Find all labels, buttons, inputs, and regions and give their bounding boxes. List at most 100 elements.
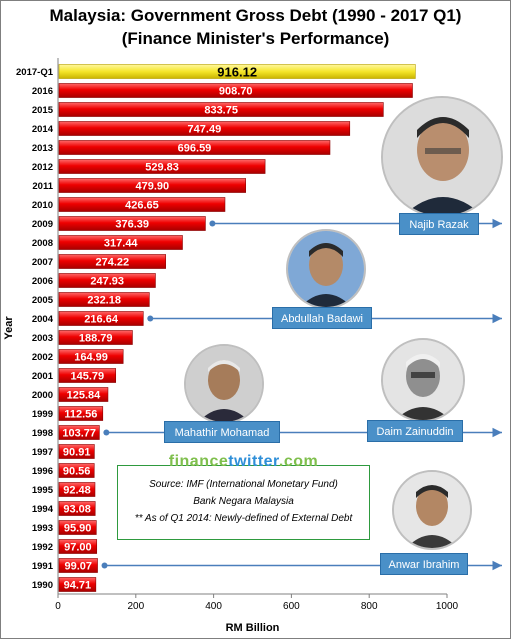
data-label: 97.00 <box>64 542 92 554</box>
label-anwar: Anwar Ibrahim <box>380 553 468 575</box>
data-label: 93.08 <box>63 504 91 516</box>
bar <box>58 482 96 497</box>
x-tick-label: 1000 <box>436 601 459 612</box>
source-line-2: Bank Negara Malaysia <box>193 496 294 507</box>
data-label: 747.49 <box>188 124 222 136</box>
y-tick-label: 2017-Q1 <box>16 67 54 78</box>
x-axis-label: RM Billion <box>226 622 280 634</box>
chart-title: Malaysia: Government Gross Debt (1990 - … <box>49 6 462 25</box>
bar <box>58 140 331 155</box>
najib-portrait-icon <box>381 96 503 218</box>
data-label: 164.99 <box>74 352 108 364</box>
y-tick-label: 1991 <box>32 561 54 572</box>
data-label: 188.79 <box>79 333 113 345</box>
label-daim: Daim Zainuddin <box>367 420 463 442</box>
bar <box>58 254 166 269</box>
source-line-3: ** As of Q1 2014: Newly-defined of Exter… <box>134 513 353 524</box>
data-label: 232.18 <box>87 295 121 307</box>
bar <box>58 501 96 516</box>
bar <box>58 387 109 402</box>
y-tick-label: 1997 <box>32 447 53 458</box>
data-label: 95.90 <box>64 523 92 535</box>
y-tick-label: 2010 <box>32 200 53 211</box>
y-tick-label: 2011 <box>32 181 53 192</box>
data-label: 145.79 <box>71 371 105 383</box>
x-tick-label: 600 <box>283 601 300 612</box>
label-najib: Najib Razak <box>399 213 479 235</box>
source-note: financetwitter.com Source: IMF (Internat… <box>117 453 370 540</box>
data-label: 103.77 <box>62 428 96 440</box>
y-tick-label: 2008 <box>32 238 53 249</box>
data-label: 317.44 <box>104 238 139 250</box>
data-label: 90.91 <box>63 447 91 459</box>
data-label: 125.84 <box>67 390 102 402</box>
x-tick-label: 0 <box>55 601 61 612</box>
bar <box>58 216 206 231</box>
y-tick-label: 1990 <box>32 580 53 591</box>
y-tick-label: 1994 <box>32 504 54 515</box>
data-label: 247.93 <box>90 276 124 288</box>
y-tick-label: 2014 <box>32 124 54 135</box>
bar <box>58 349 124 364</box>
bar <box>58 102 384 117</box>
data-label: 908.70 <box>219 86 253 98</box>
source-line-1: Source: IMF (International Monetary Fund… <box>149 479 338 490</box>
y-tick-label: 2001 <box>32 371 54 382</box>
y-tick-label: 2002 <box>32 352 53 363</box>
bar <box>58 121 351 136</box>
data-label: 90.56 <box>63 466 91 478</box>
data-label: 833.75 <box>204 105 238 117</box>
y-tick-label: 2009 <box>32 219 53 230</box>
data-label: 426.65 <box>125 200 159 212</box>
bar <box>58 368 117 383</box>
bar <box>58 520 97 535</box>
abdullah-portrait-icon <box>286 229 366 309</box>
data-label: 696.59 <box>178 143 212 155</box>
bar <box>58 463 95 478</box>
bar <box>58 539 98 554</box>
data-label: 112.56 <box>64 409 97 421</box>
brand-logo: financetwitter.com <box>168 453 319 470</box>
bar <box>58 311 144 326</box>
y-tick-label: 2003 <box>32 333 53 344</box>
bar <box>58 273 156 288</box>
anwar-portrait-icon <box>392 470 472 550</box>
bar <box>58 444 95 459</box>
bar <box>58 235 183 250</box>
bar <box>58 425 100 440</box>
bar <box>58 558 98 573</box>
data-label: 274.22 <box>96 257 130 269</box>
y-tick-label: 2016 <box>32 86 53 97</box>
y-axis-label: Year <box>3 316 15 340</box>
data-label: 479.90 <box>136 181 170 193</box>
bar <box>58 406 104 421</box>
data-label: 216.64 <box>84 314 119 326</box>
bar <box>58 330 133 345</box>
data-label: 94.71 <box>64 580 92 592</box>
bar <box>58 83 413 98</box>
bar <box>58 292 150 307</box>
bar <box>58 159 266 174</box>
data-label: 99.07 <box>65 561 93 573</box>
y-tick-label: 2000 <box>32 390 53 401</box>
y-tick-label: 2007 <box>32 257 53 268</box>
bar <box>58 64 416 79</box>
data-label: 529.83 <box>145 162 179 174</box>
label-abdullah: Abdullah Badawi <box>272 307 372 329</box>
daim-portrait-icon <box>381 338 465 422</box>
label-mahathir: Mahathir Mohamad <box>164 421 280 443</box>
y-tick-label: 2013 <box>32 143 53 154</box>
bar <box>58 577 97 592</box>
data-label: 92.48 <box>63 485 91 497</box>
x-tick-label: 200 <box>127 601 144 612</box>
y-tick-label: 2006 <box>32 276 53 287</box>
chart-subtitle: (Finance Minister's Performance) <box>121 29 390 48</box>
bar <box>58 178 246 193</box>
y-tick-label: 1998 <box>32 428 53 439</box>
y-tick-label: 2005 <box>32 295 54 306</box>
y-tick-label: 2012 <box>32 162 53 173</box>
y-tick-label: 1995 <box>32 485 54 496</box>
x-tick-label: 800 <box>361 601 378 612</box>
y-tick-label: 2004 <box>32 314 54 325</box>
